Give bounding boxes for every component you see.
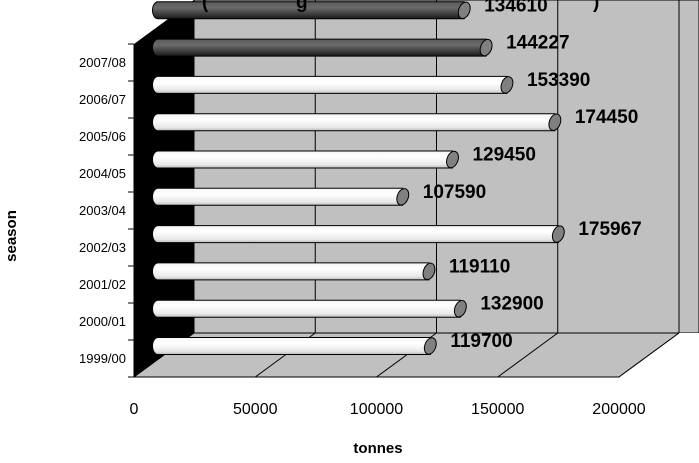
bar-cap bbox=[396, 188, 410, 206]
data-label: 119110 bbox=[449, 256, 510, 277]
bar-cap bbox=[423, 337, 437, 355]
bar bbox=[152, 337, 437, 355]
x-tick-label: 0 bbox=[130, 401, 139, 418]
y-tick-label: 2007/08 bbox=[79, 55, 126, 70]
y-tick-label: 2004/05 bbox=[79, 166, 126, 181]
bar-body bbox=[152, 262, 430, 281]
y-tick-label: 1999/00 bbox=[79, 351, 126, 366]
bar-body bbox=[152, 337, 431, 355]
bar-cap bbox=[479, 38, 493, 57]
bar bbox=[152, 1, 471, 20]
chart-title-fragment: ( bbox=[202, 0, 209, 13]
bar bbox=[152, 113, 562, 132]
y-tick-label: 2006/07 bbox=[79, 92, 126, 107]
bar bbox=[152, 299, 467, 318]
x-tick-label: 100000 bbox=[350, 401, 403, 418]
y-tick-marks bbox=[128, 43, 134, 378]
bars bbox=[152, 1, 565, 355]
bar-body bbox=[152, 38, 487, 57]
bar bbox=[152, 187, 410, 206]
data-label: 134610 bbox=[484, 0, 547, 16]
data-label: 119700 bbox=[450, 331, 512, 352]
x-tick-labels: 0 50000 100000 150000 200000 bbox=[130, 401, 646, 418]
data-labels: 119700 132900 119110 175967 107590 129450 1744… bbox=[423, 0, 642, 352]
data-label: 129450 bbox=[472, 145, 535, 166]
data-label: 107590 bbox=[423, 182, 486, 203]
x-axis-label: tonnes bbox=[353, 440, 402, 457]
bar-body bbox=[152, 113, 556, 132]
x-tick-label: 150000 bbox=[471, 401, 524, 418]
data-label: 174450 bbox=[575, 107, 638, 128]
y-tick-label: 2005/06 bbox=[79, 129, 126, 144]
x-tick-label: 50000 bbox=[233, 401, 278, 418]
bar-body bbox=[152, 1, 465, 20]
x-tick-label: 200000 bbox=[592, 401, 645, 418]
chart-title-fragment-3: ) bbox=[593, 0, 599, 13]
y-tick-label: 2003/04 bbox=[79, 203, 126, 218]
y-tick-label: 2000/01 bbox=[79, 314, 126, 329]
bar bbox=[152, 262, 436, 281]
bar-cap bbox=[548, 113, 562, 131]
bar-body bbox=[152, 75, 508, 94]
bar bbox=[152, 150, 459, 169]
data-label: 132900 bbox=[480, 294, 543, 315]
bar-cap bbox=[500, 76, 514, 94]
side-wall-right bbox=[619, 333, 699, 377]
chart-title-fragment-2: g bbox=[296, 0, 308, 13]
data-label: 175967 bbox=[578, 219, 641, 240]
floor-gridline bbox=[618, 332, 680, 378]
bar-cap bbox=[453, 299, 467, 318]
bar-body bbox=[152, 150, 453, 169]
y-tick-label: 2001/02 bbox=[79, 277, 126, 292]
bar-body bbox=[152, 187, 404, 206]
y-tick-label: 2002/03 bbox=[79, 240, 126, 255]
bar-body bbox=[152, 225, 559, 244]
bar bbox=[152, 75, 514, 94]
bar bbox=[152, 38, 493, 57]
bar-body bbox=[152, 299, 461, 318]
bar-cap bbox=[446, 150, 459, 169]
bar bbox=[152, 225, 565, 244]
y-axis-label: season bbox=[3, 210, 20, 262]
bar-cap bbox=[422, 262, 436, 281]
data-label: 153390 bbox=[527, 70, 590, 91]
bar-cap bbox=[551, 225, 565, 243]
y-tick-labels: 1999/00 2000/01 2001/02 2002/03 2003/04 2004/… bbox=[79, 55, 126, 366]
floor-gridline bbox=[497, 332, 559, 378]
bar-cap bbox=[457, 1, 471, 20]
data-label: 144227 bbox=[506, 33, 569, 54]
